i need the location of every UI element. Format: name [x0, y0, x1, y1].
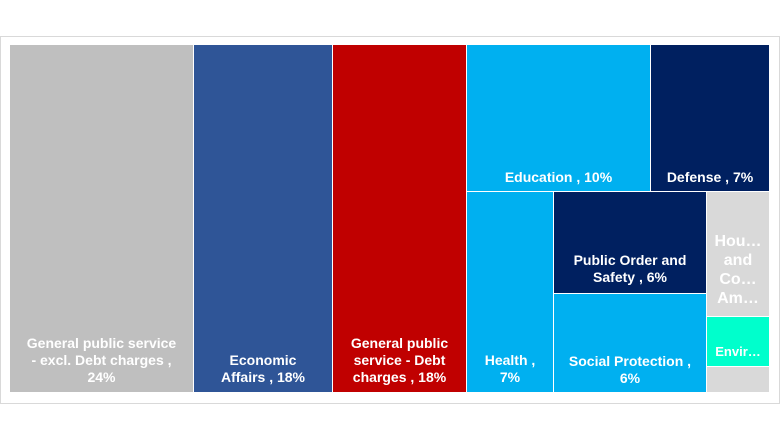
tile-label: Public Order and Safety , 6% — [554, 252, 706, 286]
tile-label: Hou… and Co… Am… — [707, 232, 769, 308]
tile-label: Health , 7% — [467, 352, 553, 386]
tile-label-line: 7% — [499, 369, 521, 385]
treemap-tile: Hou… and Co… Am… — [707, 192, 770, 317]
tile-label-line: Social Protection , — [568, 353, 692, 369]
tile-label-line: General public — [350, 335, 449, 351]
tile-label-line: Education , 10% — [504, 169, 613, 185]
treemap: General public service - excl. Debt charg… — [10, 45, 770, 393]
tile-label-line: Defense , 7% — [666, 169, 754, 185]
treemap-tile: Social Protection , 6% — [554, 294, 707, 393]
tile-label-line: Am… — [717, 290, 759, 307]
treemap-tile: Defense , 7% — [651, 45, 770, 192]
tile-label: General public service - Debt charges , 18… — [333, 335, 466, 386]
tile-label-line: Envir… — [715, 344, 761, 359]
tile-label: Social Protection , 6% — [554, 353, 706, 387]
tile-label-line: Hou… — [714, 233, 762, 250]
tile-label-line: Affairs , 18% — [220, 369, 306, 385]
tile-label: Defense , 7% — [651, 169, 769, 186]
tile-label-line: Co… — [719, 271, 757, 288]
tile-label: Economic Affairs , 18% — [194, 352, 332, 386]
treemap-tile: General public service - excl. Debt charg… — [10, 45, 194, 393]
tile-label-line: Public Order and — [573, 252, 687, 268]
tile-label-line: Safety , 6% — [593, 269, 667, 285]
treemap-tile: Envir… — [707, 317, 770, 367]
treemap-tile: General public service - Debt charges , 18… — [333, 45, 467, 393]
tile-label-line: 24% — [87, 369, 116, 385]
tile-label-line: Economic — [229, 352, 297, 368]
treemap-tile: Education , 10% — [467, 45, 651, 192]
tile-label: General public service - excl. Debt charg… — [10, 335, 193, 386]
treemap-tile: Economic Affairs , 18% — [194, 45, 333, 393]
tile-label-line: General public service — [26, 335, 177, 351]
tile-label: Envir… — [707, 343, 769, 360]
treemap-tile: Public Order and Safety , 6% — [554, 192, 707, 294]
tile-label: Education , 10% — [467, 169, 650, 186]
tile-label-line: Health , — [484, 352, 536, 368]
tile-label-line: and — [723, 252, 753, 269]
treemap-tile — [707, 367, 770, 393]
tile-label-line: service - Debt — [353, 352, 446, 368]
tile-label-line: charges , 18% — [352, 369, 447, 385]
tile-label-line: - excl. Debt charges , — [31, 352, 172, 368]
treemap-tile: Health , 7% — [467, 192, 554, 393]
tile-label-line: 6% — [619, 370, 641, 386]
